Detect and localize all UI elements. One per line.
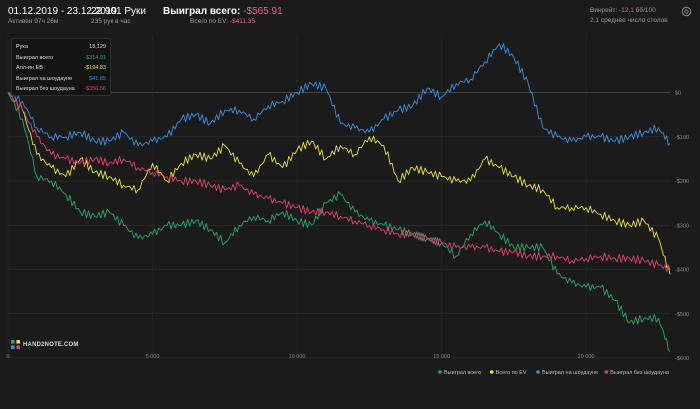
ev-label: Всего по EV:	[190, 18, 230, 25]
x-tick-label: 15 000	[433, 354, 450, 360]
tooltip-row: Выиграл без шоудауна -$356.56	[16, 84, 106, 95]
legend-label[interactable]: Выиграл без шоудауна	[610, 370, 670, 376]
series-line	[7, 92, 671, 273]
tooltip-row: Выиграл всего -$314.91	[16, 53, 106, 64]
y-tick-label: -$300	[675, 223, 689, 229]
legend-swatch	[604, 370, 609, 374]
tooltip-label: Выиграл без шоудауна	[16, 86, 75, 93]
y-tick-label: -$400	[675, 268, 689, 274]
legend-swatch	[489, 370, 494, 374]
hand2note-logo-icon	[11, 340, 20, 349]
tooltip-value: 18,129	[89, 44, 106, 50]
ev-winnings: Всего по EV: -$411.35	[190, 18, 255, 25]
tooltip-label: Выиграл всего	[16, 54, 54, 61]
winrate: Винрейт: -12.1 бб/100	[590, 7, 656, 14]
legend-label[interactable]: Всего по EV	[496, 370, 527, 376]
x-tick-label: 20 000	[578, 354, 595, 360]
tooltip-row: Выиграл на шоудауне $41.85	[16, 74, 106, 85]
header-bar: 01.12.2019 - 23.12.2019 Активен 97ч 26м …	[0, 0, 700, 30]
total-winnings-value: -$565.91	[240, 6, 283, 17]
x-axis: 0 5 000 10 000 15 000 20 000	[6, 354, 594, 360]
tooltip-label: Алл-ин ЕВ	[16, 65, 43, 72]
hands-per-hour: 235 рук в час	[91, 18, 131, 25]
x-tick-label: 10 000	[289, 354, 306, 360]
chart-series	[7, 43, 671, 352]
hands-count: 22 901 Руки	[91, 6, 146, 17]
winrate-value: -12.1	[619, 7, 634, 14]
series-line	[7, 43, 671, 147]
tooltip-value: $41.85	[89, 75, 106, 82]
active-time: Активен 97ч 26м	[8, 18, 59, 25]
total-winnings-label: Выиграл всего:	[163, 6, 241, 17]
legend-swatch	[438, 370, 442, 374]
y-tick-label: $0	[675, 91, 681, 97]
tooltip-label: Выиграл на шоудауне	[16, 75, 73, 82]
avg-tables: 2.1 среднее число столов	[590, 17, 668, 24]
legend-swatch	[536, 370, 540, 374]
logo-text: HAND2NOTE.COM	[23, 341, 79, 348]
y-tick-label: -$200	[675, 179, 689, 185]
legend-label[interactable]: Выиграл всего	[444, 370, 481, 376]
tooltip-row: Рука 18,129	[16, 42, 106, 53]
gear-icon[interactable]	[681, 6, 692, 17]
x-tick-label: 0	[6, 354, 9, 360]
series-line	[7, 92, 671, 275]
legend-label[interactable]: Выиграл на шоудауне	[542, 370, 598, 376]
date-range[interactable]: 01.12.2019 - 23.12.2019	[8, 6, 117, 17]
hover-tooltip: Рука 18,129 Выиграл всего -$314.91 Алл-ин ЕВ…	[11, 38, 111, 96]
y-tick-label: -$600	[675, 356, 689, 362]
y-tick-label: -$100	[675, 135, 689, 141]
tooltip-value: -$356.56	[84, 86, 106, 93]
y-axis: $0 -$100 -$200 -$300 -$400 -$500 -$600	[675, 91, 689, 362]
tooltip-value: -$194.83	[84, 65, 106, 72]
logo: HAND2NOTE.COM	[11, 340, 79, 349]
winrate-unit: бб/100	[633, 7, 656, 14]
total-winnings: Выиграл всего: -$565.91	[163, 6, 283, 17]
tooltip-label: Рука	[16, 44, 29, 50]
x-tick-label: 5 000	[146, 354, 160, 360]
ev-value: -$411.35	[229, 18, 256, 25]
tooltip-row: Алл-ин ЕВ -$194.83	[16, 63, 106, 74]
series-line	[7, 92, 671, 352]
chart-legend: Выиграл всего Всего по EV Выиграл на шоуда…	[438, 370, 670, 376]
y-tick-label: -$500	[675, 312, 689, 318]
winrate-label: Винрейт:	[590, 7, 620, 14]
tooltip-value: -$314.91	[84, 54, 106, 61]
